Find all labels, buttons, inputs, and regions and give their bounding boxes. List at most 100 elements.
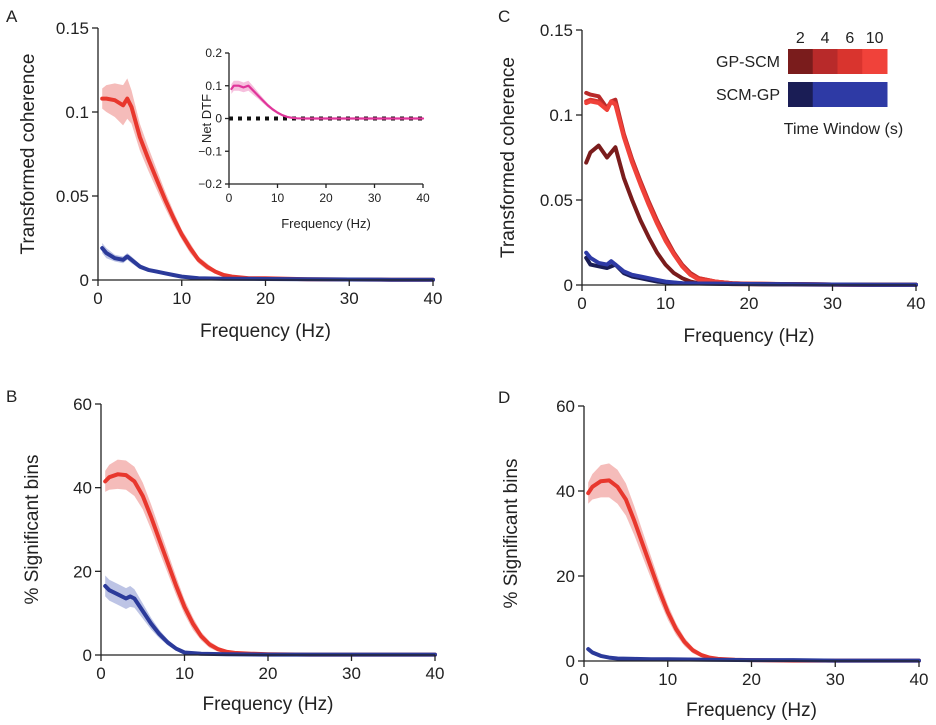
x-tick-label: 40 xyxy=(910,670,929,689)
x-tick-label: 40 xyxy=(424,289,443,308)
y-axis-label: Transformed coherence xyxy=(18,53,39,254)
x-tick-label: 0 xyxy=(577,294,586,313)
inset-series-error-band xyxy=(231,80,423,119)
y-tick-label: 0.1 xyxy=(549,106,573,125)
inset-net-dtf: 0 10 20 30 40 −0.2 −0.1 0 0.1 0.2 Frequency (Hz) Ne… xyxy=(198,46,430,231)
panel-letter: A xyxy=(6,7,18,26)
series-2-error-band xyxy=(102,243,433,280)
legend-swatch xyxy=(812,82,838,107)
series-2-line xyxy=(103,584,437,657)
inset-x-tick-label: 0 xyxy=(226,191,233,205)
x-axis-label: Frequency (Hz) xyxy=(203,694,334,715)
legend-swatch xyxy=(812,49,838,74)
panel-c: C 0 10 20 30 40 0 0.05 0.1 0.15 Frequency (Hz) Tran… xyxy=(498,7,925,347)
x-tick-label: 30 xyxy=(823,294,842,313)
y-tick-label: 0 xyxy=(566,652,575,671)
inset-y-tick-label: −0.1 xyxy=(198,144,222,158)
legend-row-label: SCM-GP xyxy=(716,87,780,104)
x-axis-label: Frequency (Hz) xyxy=(686,700,817,721)
inset-series-line xyxy=(230,84,425,120)
x-tick-label: 10 xyxy=(175,664,194,683)
y-tick-label: 0.05 xyxy=(56,187,89,206)
series-group xyxy=(103,459,437,657)
series-1-error-band xyxy=(105,459,435,655)
y-tick-label: 0.15 xyxy=(540,21,573,40)
y-tick-label: 0 xyxy=(83,646,92,665)
x-tick-label: 40 xyxy=(907,294,926,313)
x-tick-label: 30 xyxy=(340,289,359,308)
series-1-error-band xyxy=(588,463,919,661)
panel-b: B 0 10 20 30 40 0 20 40 60 Frequency (Hz) % Signifi… xyxy=(6,387,444,715)
inset-x-tick-label: 20 xyxy=(319,191,333,205)
legend-time-window-label: 4 xyxy=(821,30,830,47)
legend-swatch xyxy=(862,49,888,74)
y-tick-label: 0.1 xyxy=(65,103,89,122)
x-tick-label: 0 xyxy=(93,289,102,308)
series-1-error-band xyxy=(102,78,433,281)
y-tick-label: 0.15 xyxy=(56,19,89,38)
panel-letter: C xyxy=(498,7,510,26)
inset-x-tick-label: 10 xyxy=(271,191,285,205)
panel-letter: D xyxy=(498,388,510,407)
x-tick-label: 0 xyxy=(96,664,105,683)
series-1-line xyxy=(586,478,921,663)
legend-row-label: GP-SCM xyxy=(716,54,780,71)
legend-time-window-label: 2 xyxy=(796,30,805,47)
x-tick-label: 10 xyxy=(656,294,675,313)
x-tick-label: 0 xyxy=(579,670,588,689)
series-group xyxy=(100,78,435,282)
y-tick-label: 0 xyxy=(80,271,89,290)
x-tick-label: 10 xyxy=(172,289,191,308)
panel-d: D 0 10 20 30 40 0 20 40 60 Frequency (Hz) % Signifi… xyxy=(498,388,928,721)
x-axis-label: Frequency (Hz) xyxy=(684,326,815,347)
y-axis-label: % Significant bins xyxy=(501,459,522,609)
y-tick-label: 60 xyxy=(73,395,92,414)
series-2-line xyxy=(586,647,921,663)
inset-x-tick-label: 40 xyxy=(416,191,430,205)
x-tick-label: 20 xyxy=(256,289,275,308)
x-tick-label: 20 xyxy=(742,670,761,689)
series-group xyxy=(586,463,921,663)
series-2-error-band xyxy=(105,575,435,655)
y-tick-label: 20 xyxy=(556,567,575,586)
legend-time-window-label: 6 xyxy=(845,30,854,47)
inset-y-tick-label: 0.2 xyxy=(205,46,222,60)
y-tick-label: 0.05 xyxy=(540,191,573,210)
panel-letter: B xyxy=(6,387,17,406)
x-tick-label: 10 xyxy=(658,670,677,689)
x-axis-label: Frequency (Hz) xyxy=(200,321,331,342)
y-tick-label: 40 xyxy=(73,479,92,498)
legend-swatch xyxy=(862,82,888,107)
x-tick-label: 30 xyxy=(342,664,361,683)
series-group xyxy=(584,90,918,287)
series-2-line xyxy=(100,246,435,282)
legend-swatch xyxy=(837,49,863,74)
x-tick-label: 40 xyxy=(426,664,445,683)
y-tick-label: 20 xyxy=(73,562,92,581)
series-6-line xyxy=(584,250,918,287)
panel-a: A 0 10 20 30 40 0 0.05 0.1 0.15 Frequency (Hz) Tran… xyxy=(6,7,442,342)
legend-swatch xyxy=(788,49,814,74)
series-5-line xyxy=(584,255,918,287)
legend-caption: Time Window (s) xyxy=(784,121,903,138)
x-tick-label: 20 xyxy=(259,664,278,683)
inset-x-axis-label: Frequency (Hz) xyxy=(281,216,371,231)
inset-y-axis-label: Net DTF xyxy=(199,94,214,143)
legend-swatch xyxy=(788,82,814,107)
x-tick-label: 20 xyxy=(740,294,759,313)
y-tick-label: 0 xyxy=(564,276,573,295)
inset-x-tick-label: 30 xyxy=(368,191,382,205)
inset-y-tick-label: 0 xyxy=(215,112,222,126)
y-tick-label: 40 xyxy=(556,482,575,501)
legend-time-window-label: 10 xyxy=(866,30,884,47)
y-tick-label: 60 xyxy=(556,397,575,416)
x-tick-label: 30 xyxy=(826,670,845,689)
inset-y-tick-label: 0.1 xyxy=(205,79,222,93)
legend-swatch xyxy=(837,82,863,107)
series-1-line xyxy=(100,96,435,282)
y-axis-label: Transformed coherence xyxy=(498,57,519,258)
inset-y-tick-label: −0.2 xyxy=(198,177,222,191)
y-axis-label: % Significant bins xyxy=(22,455,43,605)
